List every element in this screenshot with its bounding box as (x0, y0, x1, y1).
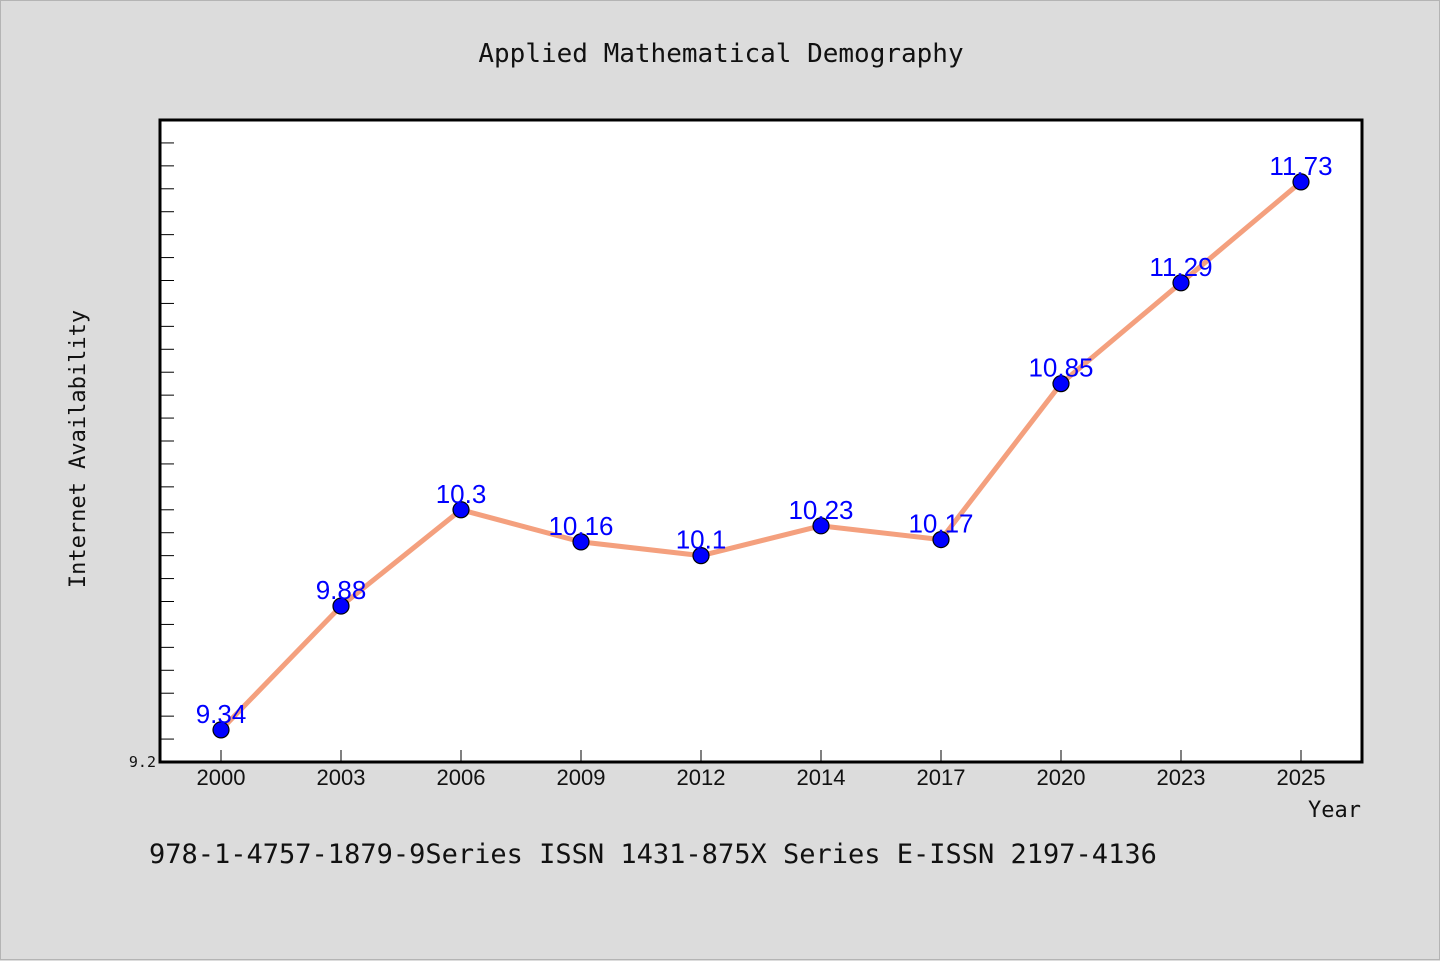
x-tick-label: 2006 (437, 765, 486, 790)
plot-area (158, 118, 1364, 764)
chart-title: Applied Mathematical Demography (478, 39, 963, 69)
data-label: 9.88 (316, 575, 367, 605)
x-tick-label: 2014 (797, 765, 846, 790)
data-point (932, 530, 950, 549)
x-tick-label: 2003 (317, 765, 366, 790)
data-label: 11.73 (1269, 151, 1332, 181)
data-point (572, 533, 590, 551)
data-label: 10.85 (1028, 353, 1093, 383)
data-label: 11.29 (1149, 252, 1212, 282)
data-point (812, 517, 830, 535)
x-tick-label: 2020 (1037, 765, 1086, 790)
data-label: 10.16 (548, 511, 613, 541)
data-label: 10.23 (788, 495, 853, 525)
x-axis-ticks: 2000 2003 2006 2009 2012 2014 2017 2020 2023 2025 (197, 750, 1326, 790)
data-point (1052, 375, 1070, 393)
data-label: 10.1 (676, 525, 727, 555)
x-tick-label: 2025 (1277, 765, 1326, 790)
data-point (1172, 274, 1190, 292)
data-point (332, 597, 350, 615)
y-tick-label: 9.2 (129, 753, 156, 771)
x-axis-label: Year (1308, 798, 1361, 823)
footer-isbn-text: 978-1-4757-1879-9Series ISSN 1431-875X S… (149, 839, 1157, 870)
data-point (212, 721, 230, 739)
x-tick-label: 2012 (677, 765, 726, 790)
data-point (692, 547, 710, 565)
data-label: 9.34 (196, 699, 247, 729)
data-point (1292, 173, 1310, 191)
data-markers (212, 173, 1310, 739)
data-labels: 9.34 9.88 10.3 10.16 10.1 10.23 10.17 10.85 11.2… (196, 151, 1333, 729)
data-label: 10.3 (436, 479, 487, 509)
x-tick-label: 2017 (917, 765, 966, 790)
y-axis-label: Internet Availability (66, 310, 91, 588)
x-tick-label: 2000 (197, 765, 246, 790)
data-label: 10.17 (908, 509, 973, 539)
x-tick-label: 2023 (1157, 765, 1206, 790)
x-tick-label: 2009 (557, 765, 606, 790)
series-lines (218, 179, 1304, 733)
series-line (218, 179, 1304, 733)
y-axis-ticks: 9.2 (129, 142, 174, 771)
data-point (452, 501, 470, 519)
